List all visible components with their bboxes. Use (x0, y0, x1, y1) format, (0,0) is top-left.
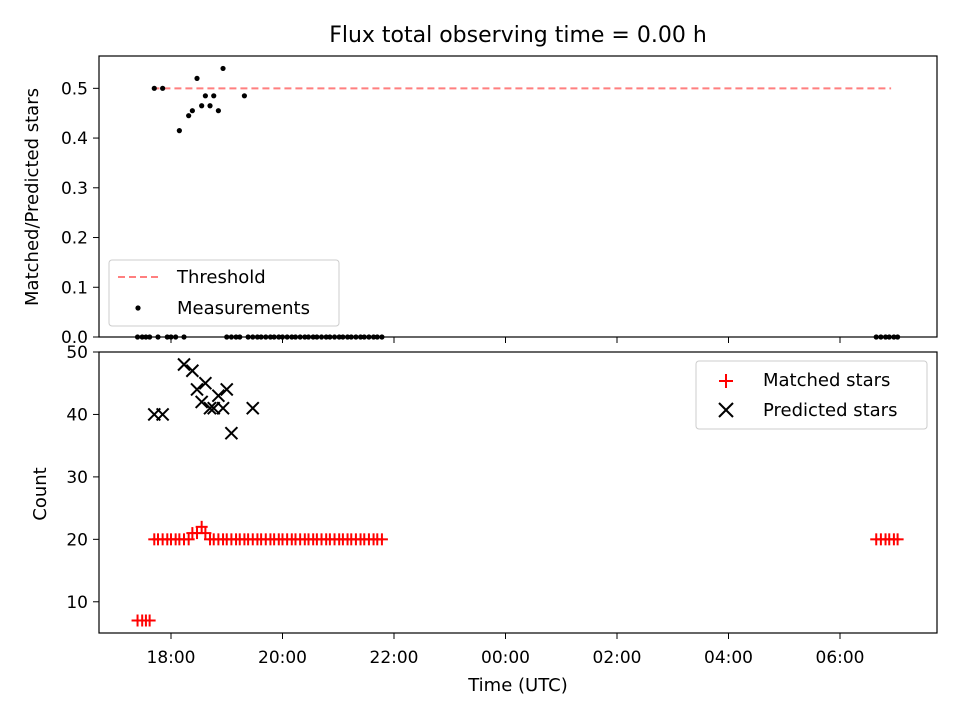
matched-star-marker (143, 614, 156, 627)
measurement-point (176, 128, 182, 134)
legend-predicted-label: Predicted stars (763, 400, 897, 421)
ratio-y-tick-label: 0.0 (61, 328, 88, 348)
measurement-point (151, 85, 157, 91)
measurement-point (194, 75, 200, 81)
count-y-tick-label: 10 (66, 593, 88, 613)
legend-threshold-label: Threshold (176, 267, 266, 288)
ratio-plot-frame (98, 55, 938, 338)
predicted-star-marker (190, 382, 204, 397)
measurement-point (207, 103, 213, 109)
predicted-star-marker (224, 426, 239, 440)
ratio-y-tick-label: 0.3 (61, 179, 88, 199)
count-legend: Matched stars Predicted stars (695, 360, 928, 430)
count-y-tick-label: 40 (66, 405, 88, 425)
count-panel: 10 20 30 40 50 18:00 20:00 22:00 00:00 02:00 04:0… (30, 343, 938, 696)
ratio-y-tick-label: 0.1 (61, 278, 88, 298)
ratio-y-tick-label: 0.4 (61, 129, 88, 149)
ratio-panel: 0.0 0.1 0.2 0.3 0.4 0.5 Matched/Predicted sta… (22, 55, 938, 348)
x-axis-label: Time (UTC) (467, 675, 568, 696)
ratio-y-axis-label: Matched/Predicted stars (22, 88, 43, 306)
measurement-point (241, 93, 248, 99)
x-tick-label: 22:00 (370, 648, 419, 668)
predicted-star-marker (216, 401, 230, 415)
x-tick-label: 04:00 (704, 648, 753, 668)
x-tick-label: 06:00 (816, 648, 865, 668)
legend-matched-swatch (719, 374, 733, 388)
x-tick-label: 00:00 (481, 648, 530, 668)
matched-star-marker (182, 533, 195, 546)
chart-title: Flux total observing time = 0.00 h (329, 23, 707, 48)
measurement-point (220, 65, 226, 72)
count-y-tick-label: 30 (66, 468, 88, 488)
legend-measurements-label: Measurements (177, 298, 310, 319)
matched-star-marker (199, 527, 212, 540)
count-y-tick-label: 50 (66, 343, 88, 363)
count-y-tick-label: 20 (66, 530, 88, 550)
measurement-point (211, 93, 217, 99)
predicted-star-marker (220, 382, 234, 397)
x-tick-label: 20:00 (258, 648, 307, 668)
ratio-y-tick-label: 0.5 (61, 79, 88, 99)
count-plot-frame (98, 351, 938, 634)
predicted-star-marker (194, 395, 209, 409)
predicted-star-marker (198, 376, 213, 390)
legend-matched-label: Matched stars (763, 370, 890, 391)
predicted-star-marker (246, 401, 260, 415)
x-tick-label: 02:00 (593, 648, 642, 668)
count-y-axis-label: Count (30, 467, 51, 520)
measurement-point (202, 93, 208, 99)
measurement-point (189, 108, 195, 114)
matched-star-marker (195, 520, 208, 533)
measurement-point (199, 103, 205, 109)
legend-measurements-swatch (135, 305, 141, 311)
matched-star-marker (891, 533, 904, 546)
predicted-star-marker (177, 357, 191, 372)
ratio-legend: Threshold Measurements (108, 259, 340, 327)
legend-predicted-swatch (718, 402, 734, 418)
predicted-star-marker (155, 407, 170, 422)
ratio-y-tick-label: 0.2 (61, 229, 88, 249)
measurement-point (215, 108, 221, 114)
measurement-point (186, 113, 192, 119)
matched-star-marker (375, 533, 388, 546)
x-tick-label: 18:00 (147, 648, 196, 668)
predicted-star-marker (185, 364, 200, 378)
predicted-star-marker (211, 389, 226, 403)
predicted-star-marker (203, 401, 217, 415)
measurement-point (160, 85, 166, 91)
